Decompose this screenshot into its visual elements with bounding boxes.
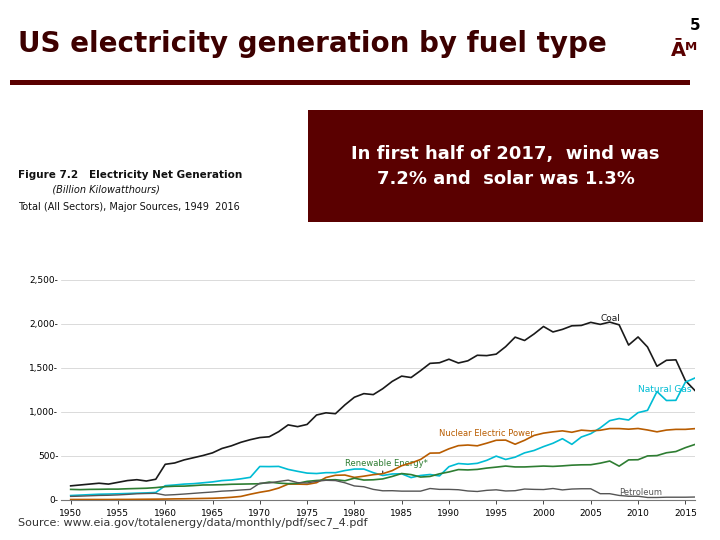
Text: 5: 5 <box>689 18 700 33</box>
Text: Total (All Sectors), Major Sources, 1949  2016: Total (All Sectors), Major Sources, 1949… <box>18 202 240 212</box>
Text: Petroleum: Petroleum <box>619 488 662 497</box>
Text: Figure 7.2   Electricity Net Generation: Figure 7.2 Electricity Net Generation <box>18 170 242 180</box>
Text: Source: www.eia.gov/totalenergy/data/monthly/pdf/sec7_4.pdf: Source: www.eia.gov/totalenergy/data/mon… <box>18 517 367 528</box>
Text: (Billion Kilowatthours): (Billion Kilowatthours) <box>18 184 160 194</box>
Text: Coal: Coal <box>600 314 620 323</box>
Text: In first half of 2017,  wind was
7.2% and  solar was 1.3%: In first half of 2017, wind was 7.2% and… <box>351 145 660 187</box>
Text: US electricity generation by fuel type: US electricity generation by fuel type <box>18 30 607 58</box>
Bar <box>10 80 690 85</box>
Text: Renewable Energy*: Renewable Energy* <box>345 459 428 468</box>
Text: Āᴹ: Āᴹ <box>671 41 698 60</box>
Bar <box>308 110 703 222</box>
Text: Nuclear Electric Power: Nuclear Electric Power <box>439 429 534 438</box>
Text: Natural Gas: Natural Gas <box>638 385 691 394</box>
